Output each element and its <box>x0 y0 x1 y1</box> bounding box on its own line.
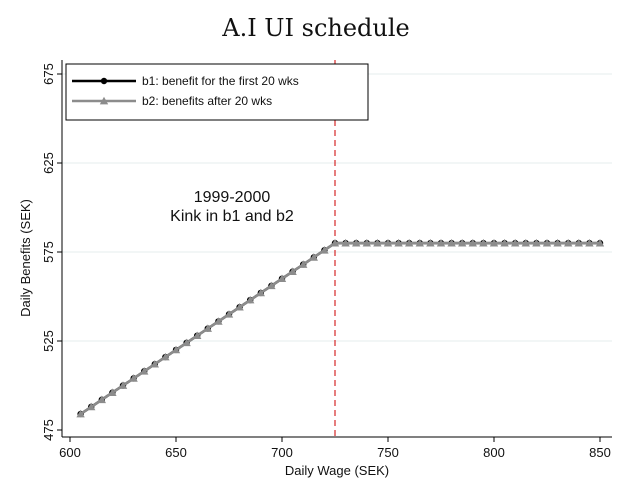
x-tick-label-850: 850 <box>589 445 611 460</box>
b2-point <box>267 281 276 290</box>
b2-point <box>87 402 96 411</box>
b2-point <box>405 238 414 247</box>
legend-label-b2: b2: benefits after 20 wks <box>142 94 272 108</box>
y-tick-label-575: 575 <box>41 241 56 263</box>
b2-point <box>500 238 509 247</box>
b2-point <box>203 324 212 332</box>
b2-point <box>341 238 350 247</box>
b2-point <box>436 238 446 247</box>
legend-label-b1: b1: benefit for the first 20 wks <box>142 74 299 88</box>
b2-point <box>426 238 435 247</box>
annotation: 1999-2000 Kink in b1 and b2 <box>170 189 294 225</box>
b2-point <box>585 238 594 247</box>
x-tick-label-750: 750 <box>377 445 399 460</box>
b2-point <box>415 238 424 247</box>
b2-point <box>140 367 149 375</box>
x-tick-label-600: 600 <box>59 445 81 460</box>
series-line-b2 <box>79 241 600 416</box>
chart-title: A.I UI schedule <box>221 14 410 42</box>
y-ticks: 475 525 575 625 675 <box>41 63 62 441</box>
series-layer <box>76 238 605 418</box>
b2-point <box>129 374 138 382</box>
series-line-b1 <box>79 241 600 416</box>
legend-marker-b2 <box>99 96 109 105</box>
b2-point <box>394 238 403 247</box>
x-tick-label-650: 650 <box>165 445 187 460</box>
b2-point <box>553 238 562 247</box>
b2-point <box>574 238 583 247</box>
b2-point <box>447 238 456 247</box>
b2-point <box>532 238 541 247</box>
b2-point <box>246 295 255 304</box>
y-tick-label-475: 475 <box>41 419 56 441</box>
b2-point <box>362 238 371 247</box>
annotation-line-2: Kink in b1 and b2 <box>170 208 294 225</box>
b2-point <box>277 274 287 283</box>
b2-point <box>468 238 477 247</box>
series-b2 <box>76 238 605 418</box>
b2-point <box>150 359 159 368</box>
b2-point <box>489 238 499 247</box>
legend-marker-b1 <box>100 77 108 85</box>
b2-point <box>108 388 117 396</box>
b2-point <box>521 238 530 247</box>
b2-point <box>235 302 244 311</box>
b2-point <box>511 238 520 247</box>
b2-point <box>595 238 605 247</box>
b2-point <box>458 238 467 247</box>
y-tick-label-675: 675 <box>41 63 56 85</box>
y-tick-label-525: 525 <box>41 330 56 352</box>
b2-point <box>373 238 382 247</box>
legend-entries: b1: benefit for the first 20 wks b2: bene… <box>72 74 299 108</box>
b2-point <box>309 253 318 261</box>
b2-point <box>299 260 308 268</box>
legend: b1: benefit for the first 20 wks b2: bene… <box>65 63 369 121</box>
b2-point <box>193 331 202 340</box>
b2-point <box>214 317 223 325</box>
legend-box <box>65 63 369 121</box>
x-axis-label: Daily Wage (SEK) <box>285 463 389 478</box>
b2-point <box>97 395 106 404</box>
b2-point <box>224 310 234 318</box>
series-b1 <box>77 239 604 418</box>
b2-point <box>330 238 340 247</box>
x-ticks: 600 650 700 750 800 850 <box>59 437 611 460</box>
annotation-line-1: 1999-2000 <box>194 189 271 206</box>
b2-point <box>171 345 181 354</box>
b2-point <box>542 238 552 247</box>
b2-point <box>320 246 329 254</box>
b2-point <box>288 267 297 275</box>
x-tick-label-800: 800 <box>483 445 505 460</box>
b2-point <box>76 409 85 418</box>
y-axis-label: Daily Benefits (SEK) <box>18 199 33 317</box>
b2-point <box>479 238 488 247</box>
b2-point <box>352 238 361 247</box>
b2-point <box>383 238 393 247</box>
y-tick-label-625: 625 <box>41 152 56 174</box>
x-tick-label-700: 700 <box>271 445 293 460</box>
b2-point <box>256 288 265 297</box>
b2-point <box>182 338 191 347</box>
b2-point <box>161 352 170 361</box>
b2-point <box>564 238 573 247</box>
b2-point <box>118 381 128 389</box>
